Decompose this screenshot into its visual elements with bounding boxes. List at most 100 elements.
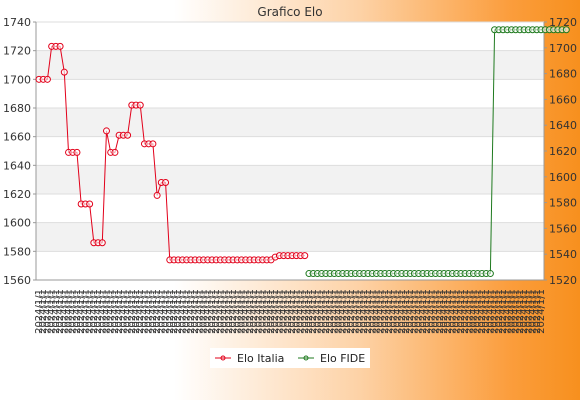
x-tick-label: 2024/1/1	[304, 289, 315, 334]
x-tick-label: 2024/1/1	[308, 289, 319, 334]
x-tick-label: 2024/1/1	[405, 289, 416, 334]
x-tick-label: 2024/1/1	[338, 289, 349, 334]
grid-band	[36, 22, 544, 51]
y-left-tick-label: 1720	[3, 45, 31, 58]
x-tick-label: 2024/1/1	[532, 289, 543, 334]
series-point-1	[486, 270, 494, 278]
x-tick-label: 2024/1/1	[190, 289, 201, 334]
x-tick-label: 2024/1/1	[388, 289, 399, 334]
legend-label-elo-italia: Elo Italia	[237, 352, 284, 365]
x-tick-label: 2024/1/1	[34, 289, 45, 334]
y-left-tick-label: 1580	[3, 245, 31, 258]
x-tick-label: 2024/1/1	[528, 289, 539, 334]
x-tick-label: 2024/1/1	[367, 289, 378, 334]
x-tick-label: 2024/1/1	[76, 289, 87, 334]
grid-band	[36, 194, 544, 223]
x-tick-label: 2024/1/1	[165, 289, 176, 334]
y-right-tick-label: 1680	[549, 68, 577, 81]
x-tick-label: 2024/1/1	[291, 289, 302, 334]
y-left-tick-label: 1700	[3, 73, 31, 86]
chart-title: Grafico Elo	[257, 5, 322, 19]
x-tick-label: 2024/1/1	[439, 289, 450, 334]
x-tick-label: 2024/1/1	[228, 289, 239, 334]
x-tick-label: 2024/1/1	[139, 289, 150, 334]
x-tick-label: 2024/1/1	[287, 289, 298, 334]
grid-band	[36, 108, 544, 137]
x-tick-label: 2024/1/1	[274, 289, 285, 334]
y-right-tick-label: 1720	[549, 16, 577, 29]
x-tick-label: 2024/1/1	[498, 289, 509, 334]
x-tick-label: 2024/1/1	[317, 289, 328, 334]
x-tick-label: 2024/1/1	[519, 289, 530, 334]
x-tick-label: 2024/1/1	[355, 289, 366, 334]
series-point-0	[162, 179, 170, 187]
x-tick-label: 2024/1/1	[376, 289, 387, 334]
x-tick-label: 2024/1/1	[300, 289, 311, 334]
series-point-1	[562, 26, 570, 34]
x-tick-label: 2024/1/1	[123, 289, 134, 334]
x-tick-label: 2024/1/1	[494, 289, 505, 334]
x-tick-label: 2024/1/1	[253, 289, 264, 334]
x-tick-label: 2024/1/1	[42, 289, 53, 334]
x-tick-label: 2024/1/1	[245, 289, 256, 334]
x-tick-label: 2024/1/1	[203, 289, 214, 334]
x-tick-label: 2024/1/1	[80, 289, 91, 334]
x-tick-label: 2024/1/1	[346, 289, 357, 334]
x-tick-label: 2024/1/1	[473, 289, 484, 334]
x-tick-label: 2024/1/1	[161, 289, 172, 334]
x-tick-label: 2024/1/1	[296, 289, 307, 334]
x-tick-label: 2024/1/1	[414, 289, 425, 334]
x-tick-label: 2024/1/1	[144, 289, 155, 334]
grid-band	[36, 222, 544, 252]
x-tick-label: 2024/1/1	[469, 289, 480, 334]
series-point-0	[124, 131, 132, 139]
grid-band	[36, 165, 544, 194]
x-tick-label: 2024/1/1	[431, 289, 442, 334]
x-tick-label: 2024/1/1	[72, 289, 83, 334]
series-point-0	[153, 191, 161, 199]
x-tick-label: 2024/1/1	[114, 289, 125, 334]
legend-label-elo-fide: Elo FIDE	[320, 352, 365, 365]
x-tick-label: 2024/1/1	[135, 289, 146, 334]
x-tick-label: 2024/1/1	[97, 289, 108, 334]
x-tick-label: 2024/1/1	[481, 289, 492, 334]
x-tick-label: 2024/1/1	[515, 289, 526, 334]
x-tick-label: 2024/1/1	[397, 289, 408, 334]
x-tick-label: 2024/1/1	[371, 289, 382, 334]
series-point-0	[73, 148, 81, 156]
x-tick-label: 2024/1/1	[511, 289, 522, 334]
series-point-0	[98, 239, 106, 247]
series-point-0	[86, 200, 94, 208]
grid-band	[36, 50, 544, 80]
x-tick-label: 2024/1/1	[321, 289, 332, 334]
series-point-0	[111, 148, 119, 156]
x-tick-label: 2024/1/1	[325, 289, 336, 334]
x-tick-label: 2024/1/1	[270, 289, 281, 334]
x-tick-label: 2024/1/1	[536, 289, 547, 334]
series-point-0	[43, 75, 51, 83]
x-tick-label: 2024/1/1	[177, 289, 188, 334]
y-left-tick-label: 1620	[3, 188, 31, 201]
x-tick-label: 2024/1/1	[169, 289, 180, 334]
x-tick-label: 2024/1/1	[279, 289, 290, 334]
x-tick-label: 2024/1/1	[393, 289, 404, 334]
y-left-tick-label: 1640	[3, 159, 31, 172]
x-tick-label: 2024/1/1	[232, 289, 243, 334]
series-point-0	[301, 252, 309, 260]
legend-item-elo-italia[interactable]: Elo Italia	[215, 352, 284, 365]
series-point-0	[149, 140, 157, 148]
x-tick-label: 2024/1/1	[241, 289, 252, 334]
x-tick-label: 2024/1/1	[363, 289, 374, 334]
x-tick-label: 2024/1/1	[199, 289, 210, 334]
x-tick-label: 2024/1/1	[334, 289, 345, 334]
x-tick-label: 2024/1/1	[38, 289, 49, 334]
legend-item-elo-fide[interactable]: Elo FIDE	[298, 352, 365, 365]
x-tick-label: 2024/1/1	[342, 289, 353, 334]
x-tick-label: 2024/1/1	[258, 289, 269, 334]
x-tick-label: 2024/1/1	[224, 289, 235, 334]
x-tick-label: 2024/1/1	[452, 289, 463, 334]
x-tick-label: 2024/1/1	[401, 289, 412, 334]
y-left-tick-label: 1740	[3, 16, 31, 29]
x-tick-label: 2024/1/1	[506, 289, 517, 334]
